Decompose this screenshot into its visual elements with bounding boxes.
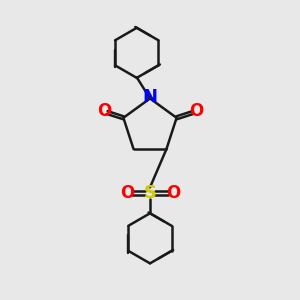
Text: N: N	[142, 88, 158, 106]
Text: O: O	[97, 102, 111, 120]
Text: O: O	[120, 184, 134, 202]
Text: S: S	[143, 184, 157, 202]
Text: O: O	[166, 184, 180, 202]
Text: O: O	[189, 102, 203, 120]
